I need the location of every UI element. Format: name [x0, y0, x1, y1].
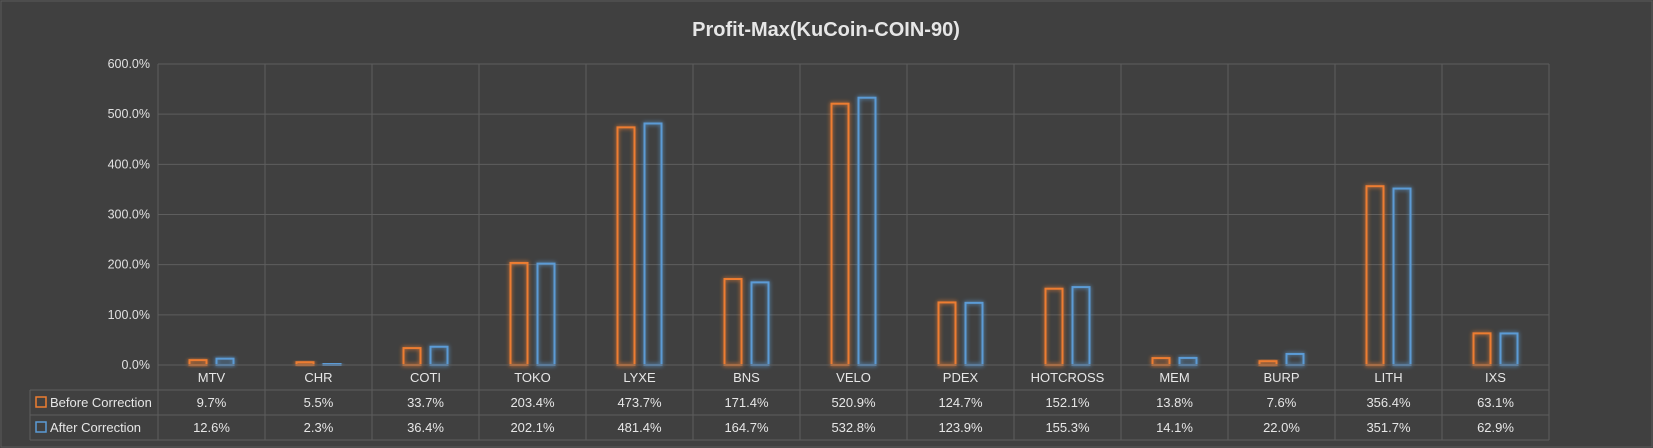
bar — [1044, 287, 1064, 366]
data-label: 2.3% — [304, 420, 334, 435]
bar — [509, 261, 529, 366]
data-label: 203.4% — [510, 395, 555, 410]
bar — [1285, 352, 1305, 367]
bar — [857, 96, 877, 366]
series-label: Before Correction — [50, 395, 152, 410]
data-label: 22.0% — [1263, 420, 1300, 435]
data-label: 36.4% — [407, 420, 444, 435]
data-label: 152.1% — [1045, 395, 1090, 410]
category-label: LYXE — [623, 370, 656, 385]
category-label: IXS — [1485, 370, 1506, 385]
data-label: 62.9% — [1477, 420, 1514, 435]
category-label: TOKO — [514, 370, 551, 385]
bar — [964, 301, 984, 367]
bar — [1071, 286, 1091, 366]
y-tick-label: 200.0% — [108, 258, 150, 272]
data-label: 9.7% — [197, 395, 227, 410]
bar — [830, 102, 850, 367]
bar — [536, 262, 556, 366]
y-tick-label: 600.0% — [108, 57, 150, 71]
bar — [1258, 360, 1278, 367]
bar — [1392, 187, 1412, 366]
data-label: 520.9% — [831, 395, 876, 410]
series-label: After Correction — [50, 420, 141, 435]
bars-layer — [188, 96, 1519, 367]
bar — [1472, 332, 1492, 366]
data-table: MTV CHR COTI TOKO LYXE BNS VELO PDEX HOTCROSS MEM… — [29, 364, 1549, 441]
data-label: 12.6% — [193, 420, 230, 435]
data-label: 351.7% — [1366, 420, 1411, 435]
legend-key — [35, 396, 47, 408]
bar — [429, 345, 449, 366]
data-label: 33.7% — [407, 395, 444, 410]
category-label: LITH — [1374, 370, 1402, 385]
category-label: BNS — [733, 370, 760, 385]
data-label: 155.3% — [1045, 420, 1090, 435]
data-label: 171.4% — [724, 395, 769, 410]
bar — [937, 301, 957, 367]
data-label: 473.7% — [617, 395, 662, 410]
data-label: 481.4% — [617, 420, 662, 435]
bar — [616, 126, 636, 366]
data-label: 63.1% — [1477, 395, 1514, 410]
data-label: 356.4% — [1366, 395, 1411, 410]
category-label: HOTCROSS — [1031, 370, 1105, 385]
legend-key — [35, 421, 47, 433]
category-label: BURP — [1263, 370, 1299, 385]
chart-title: Profit-Max(KuCoin-COIN-90) — [692, 19, 960, 41]
y-tick-label: 400.0% — [108, 157, 150, 171]
bar — [1365, 185, 1385, 366]
y-tick-label: 300.0% — [108, 208, 150, 222]
data-label: 123.9% — [938, 420, 983, 435]
bar — [1499, 332, 1519, 366]
bar — [1151, 357, 1171, 366]
bar — [723, 278, 743, 367]
category-label: COTI — [410, 370, 441, 385]
category-label: PDEX — [943, 370, 979, 385]
grid-layer: 0.0% 100.0% 200.0% 300.0% 400.0% 500.0% 600.0% — [108, 57, 1550, 440]
data-label: 202.1% — [510, 420, 555, 435]
y-tick-label: 100.0% — [108, 308, 150, 322]
y-tick-label: 0.0% — [122, 358, 151, 372]
bar — [215, 357, 235, 366]
bar — [643, 122, 663, 366]
bar — [1178, 356, 1198, 367]
data-label: 5.5% — [304, 395, 334, 410]
data-label: 7.6% — [1267, 395, 1297, 410]
y-tick-label: 500.0% — [108, 107, 150, 121]
data-label: 124.7% — [938, 395, 983, 410]
data-label: 532.8% — [831, 420, 876, 435]
data-label: 14.1% — [1156, 420, 1193, 435]
category-label: MTV — [198, 370, 226, 385]
data-label: 13.8% — [1156, 395, 1193, 410]
category-label: CHR — [304, 370, 332, 385]
data-label: 164.7% — [724, 420, 769, 435]
category-label: MEM — [1159, 370, 1189, 385]
bar — [750, 281, 770, 366]
bar — [188, 359, 208, 366]
bar — [402, 347, 422, 367]
category-label: VELO — [836, 370, 871, 385]
